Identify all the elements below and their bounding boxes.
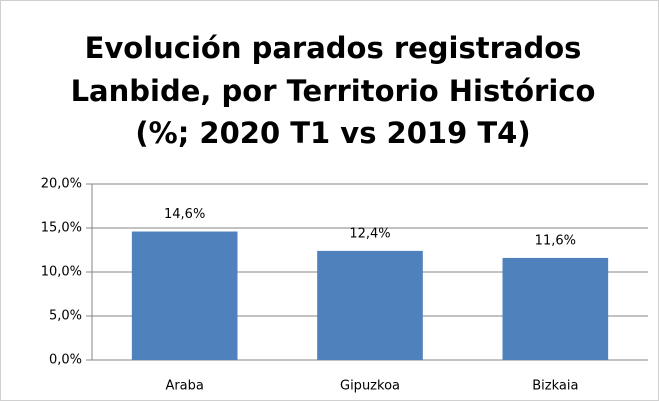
y-tick-label: 5,0%	[49, 309, 82, 324]
bar	[317, 250, 423, 360]
chart-title: Evolución parados registrados	[85, 31, 582, 65]
y-tick-label: 15,0%	[41, 221, 82, 236]
chart-title: (%; 2020 T1 vs 2019 T4)	[135, 116, 530, 150]
x-tick-label: Gipuzkoa	[340, 379, 400, 394]
data-label: 11,6%	[535, 233, 576, 248]
y-tick-label: 0,0%	[49, 353, 82, 368]
data-label: 14,6%	[164, 207, 205, 222]
y-tick-label: 20,0%	[41, 177, 82, 192]
bar	[502, 257, 609, 360]
y-tick-label: 10,0%	[41, 265, 82, 280]
chart-title: Lanbide, por Territorio Histórico	[71, 74, 596, 108]
data-label: 12,4%	[349, 226, 390, 241]
x-tick-label: Araba	[165, 379, 203, 394]
x-tick-label: Bizkaia	[532, 379, 578, 394]
bar	[131, 231, 238, 360]
